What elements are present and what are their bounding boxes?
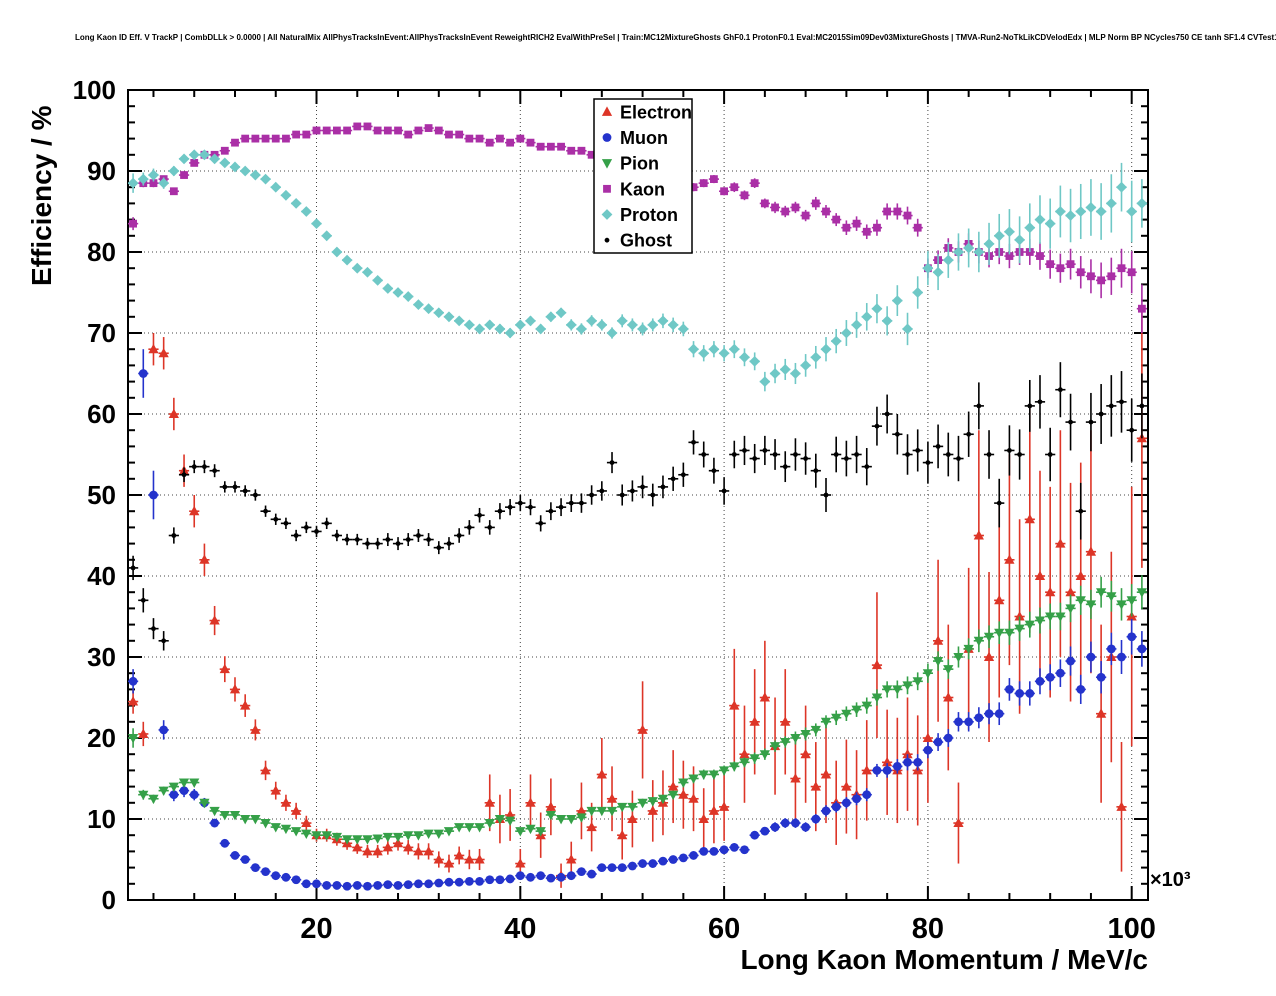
svg-text:10: 10 <box>87 804 116 834</box>
legend: Electron Muon Pion Kaon Proton Ghost <box>593 98 693 254</box>
series-proton <box>128 149 1148 392</box>
svg-text:80: 80 <box>912 913 944 945</box>
legend-marker-pion <box>601 159 613 169</box>
svg-text:50: 50 <box>87 480 116 510</box>
legend-marker-ghost <box>604 237 610 243</box>
legend-marker-kaon <box>603 184 611 193</box>
y-axis-title: Efficiency / % <box>26 105 57 286</box>
x-axis-title: Long Kaon Momentum / MeV/c <box>740 944 1148 975</box>
svg-text:40: 40 <box>504 913 536 945</box>
data-area <box>128 122 1148 891</box>
legend-marker-proton <box>601 209 613 220</box>
svg-text:60: 60 <box>87 399 116 429</box>
series-pion <box>128 575 1147 845</box>
plot-title: Long Kaon ID Eff. V TrackP | CombDLLk > … <box>75 33 1276 42</box>
svg-text:30: 30 <box>87 642 116 672</box>
svg-text:80: 80 <box>87 237 116 267</box>
svg-text:60: 60 <box>708 913 740 945</box>
svg-text:90: 90 <box>87 156 116 186</box>
legend-label-muon: Muon <box>620 128 668 148</box>
svg-text:0: 0 <box>102 885 116 915</box>
legend-label-ghost: Ghost <box>620 231 672 251</box>
legend-label-electron: Electron <box>620 102 692 122</box>
series-electron <box>128 308 1147 888</box>
tick-labels: 0 10 20 30 40 50 60 70 80 90 100 20 40 60 80 100 <box>73 75 1156 945</box>
legend-label-proton: Proton <box>620 205 678 225</box>
svg-text:40: 40 <box>87 561 116 591</box>
legend-marker-electron <box>601 106 613 116</box>
legend-marker-muon <box>602 133 612 142</box>
svg-text:100: 100 <box>73 75 116 105</box>
svg-text:20: 20 <box>87 723 116 753</box>
x-axis-exponent: ×10³ <box>1150 869 1191 891</box>
legend-label-pion: Pion <box>620 154 659 174</box>
svg-text:20: 20 <box>300 913 332 945</box>
series-muon <box>128 349 1147 891</box>
svg-text:70: 70 <box>87 318 116 348</box>
legend-label-kaon: Kaon <box>620 179 665 199</box>
svg-text:100: 100 <box>1108 913 1156 945</box>
series-ghost <box>128 362 1147 651</box>
